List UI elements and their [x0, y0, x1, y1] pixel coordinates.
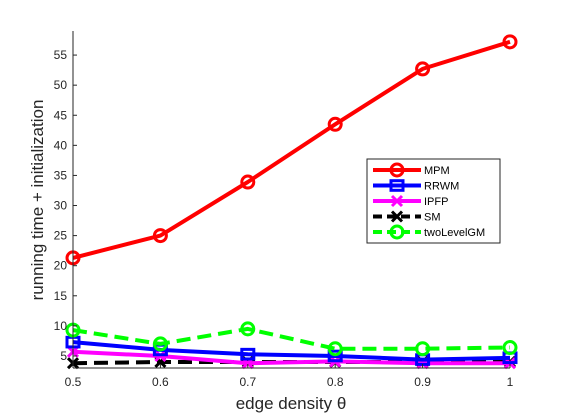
data-point	[240, 347, 256, 361]
legend-item-mpm: MPM	[373, 162, 450, 178]
legend-marker	[389, 162, 405, 178]
x-tick-label: 1	[507, 375, 514, 389]
y-axis-label: running time + initialization	[28, 100, 47, 301]
series-line	[72, 340, 511, 362]
y-tick-label: 15	[54, 289, 68, 303]
x-tick-label: 0.8	[327, 375, 344, 389]
legend-item-rrwm: RRWM	[373, 179, 459, 193]
y-tick-label: 50	[54, 78, 68, 92]
data-point	[240, 321, 256, 337]
legend-label: twoLevelGM	[424, 227, 485, 239]
series-mpm	[65, 34, 518, 266]
y-tick-label: 20	[54, 259, 68, 273]
x-tick-label: 0.7	[239, 375, 256, 389]
y-tick-label: 40	[54, 138, 68, 152]
x-axis-label: edge density θ	[236, 394, 347, 413]
data-point	[327, 349, 343, 363]
data-point	[327, 341, 343, 357]
legend: MPM RRWM IPFP SM twoLevelGM	[366, 158, 501, 244]
series-line	[72, 39, 511, 260]
series-line	[72, 349, 510, 366]
legend-item-twolevelgm: twoLevelGM	[373, 224, 485, 240]
y-tick-label: 30	[54, 199, 68, 213]
y-tick-label: 25	[54, 229, 68, 243]
data-point	[502, 34, 518, 50]
legend-marker	[390, 194, 404, 208]
legend-label: MPM	[424, 165, 450, 177]
y-tick-label: 45	[54, 108, 68, 122]
data-point	[415, 341, 431, 357]
legend-item-ipfp: IPFP	[373, 194, 448, 208]
legend-item-sm: SM	[373, 210, 441, 224]
series-twolevelgm	[65, 321, 518, 357]
legend-marker	[389, 179, 405, 192]
data-point	[502, 340, 518, 356]
data-point	[152, 336, 168, 352]
legend-marker	[390, 210, 404, 223]
axes-layer	[72, 31, 510, 369]
data-point	[152, 228, 168, 244]
x-tick-label: 0.6	[152, 375, 169, 389]
legend-label: SM	[424, 212, 441, 224]
x-tick-label: 0.5	[65, 375, 82, 389]
y-tick-label: 5	[60, 349, 67, 363]
legend-label: RRWM	[424, 181, 459, 193]
data-point	[240, 174, 256, 190]
series-line	[72, 326, 511, 351]
y-tick-label: 10	[54, 319, 68, 333]
series-layer	[65, 34, 518, 370]
x-tick-label: 0.9	[414, 375, 431, 389]
y-tick-label: 55	[54, 48, 68, 62]
legend-marker	[389, 224, 405, 240]
legend-label: IPFP	[424, 196, 448, 208]
y-tick-label: 35	[54, 168, 68, 182]
data-point	[415, 61, 431, 77]
data-point	[327, 116, 343, 132]
